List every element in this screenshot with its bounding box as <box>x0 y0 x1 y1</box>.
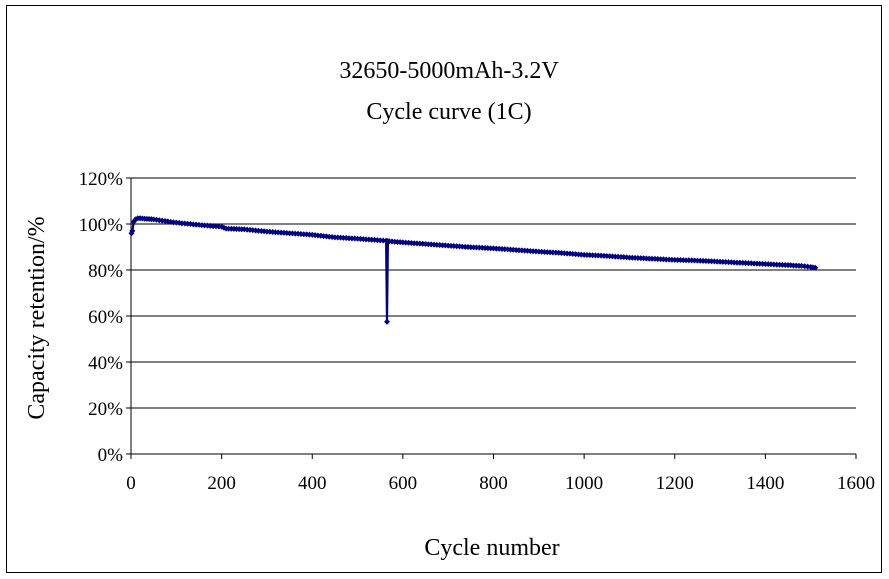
y-tick-label: 20% <box>88 399 123 420</box>
x-tick-label: 400 <box>298 473 327 494</box>
y-tick-label: 80% <box>88 261 123 282</box>
x-tick-label: 1200 <box>656 473 694 494</box>
gridlines <box>131 177 856 409</box>
chart-subtitle: Cycle curve (1C) <box>366 99 531 125</box>
x-tick-label: 1600 <box>837 473 875 494</box>
x-tick-label: 200 <box>207 473 236 494</box>
data-point-marker <box>384 318 391 325</box>
data-point-marker <box>566 250 573 257</box>
data-point-marker <box>129 227 136 234</box>
x-tick-labels: 0 200 400 600 800 1000 1200 1400 1600 <box>126 473 875 494</box>
y-axis-label: Capacity retention/% <box>24 216 50 419</box>
y-tick-label: 120% <box>79 169 124 190</box>
x-tick-label: 1000 <box>565 473 603 494</box>
y-tick-labels: 0% 20% 40% 60% 80% 100% 120% <box>79 169 124 466</box>
chart-title: 32650-5000mAh-3.2V <box>339 58 559 84</box>
y-tick-label: 100% <box>79 215 124 236</box>
chart-frame <box>6 5 882 573</box>
plot-area <box>128 215 819 325</box>
x-tick-label: 0 <box>126 473 136 494</box>
x-tick-label: 1400 <box>746 473 784 494</box>
y-tick-label: 60% <box>88 307 123 328</box>
y-tick-label: 0% <box>98 445 124 466</box>
axes <box>126 177 857 459</box>
data-point-marker <box>812 264 819 271</box>
y-tick-label: 40% <box>88 353 123 374</box>
x-tick-label: 600 <box>389 473 418 494</box>
x-axis-label: Cycle number <box>424 535 559 561</box>
x-tick-label: 800 <box>479 473 508 494</box>
